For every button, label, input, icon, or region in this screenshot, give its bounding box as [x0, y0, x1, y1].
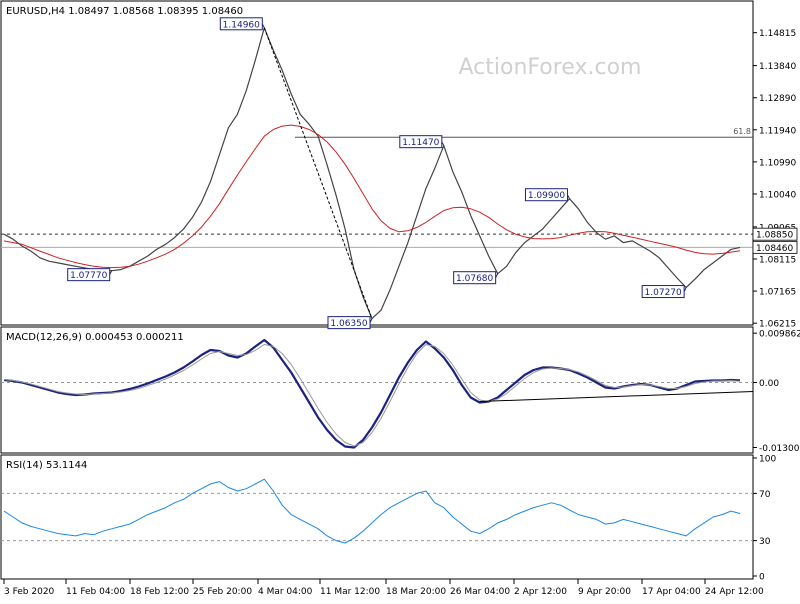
x-tick-label: 9 Apr 20:00 — [578, 587, 631, 597]
y-tick-label: 0 — [759, 573, 765, 583]
x-tick-label: 24 Apr 12:00 — [705, 587, 764, 597]
fib-level-label: 61.8 — [733, 127, 751, 136]
y-tick-label: 30 — [759, 537, 771, 547]
y-tick-label: 1.12890 — [759, 94, 796, 104]
macd-panel-title: MACD(12,26,9) 0.000453 0.000211 — [6, 332, 184, 343]
macd-panel-frame — [1, 327, 753, 453]
rsi-panel-title: RSI(14) 53.1144 — [6, 460, 87, 471]
y-tick-label: 0.009862 — [759, 330, 800, 340]
y-tick-label: 1.14815 — [759, 29, 796, 39]
price-level-label: 1.08460 — [756, 244, 793, 254]
swing-label: 1.07270 — [645, 288, 682, 298]
y-tick-label: 70 — [759, 490, 771, 500]
watermark: ActionForex.com — [459, 55, 642, 80]
swing-label: 1.07680 — [456, 274, 493, 284]
x-tick-label: 25 Feb 20:00 — [193, 587, 252, 597]
y-tick-label: 1.06215 — [759, 320, 796, 330]
x-tick-label: 17 Apr 04:00 — [642, 587, 701, 597]
axis-layer: 3 Feb 2020 11 Feb 04:00 18 Feb 12:00 25 Feb… — [4, 579, 764, 597]
x-tick-label: 4 Mar 04:00 — [258, 587, 313, 597]
x-tick-label: 18 Mar 20:00 — [386, 587, 446, 597]
x-tick-label: 11 Mar 12:00 — [320, 587, 380, 597]
y-tick-label: 1.10990 — [759, 158, 796, 168]
x-tick-label: 11 Feb 04:00 — [66, 587, 125, 597]
y-tick-label: 1.07165 — [759, 288, 796, 298]
y-tick-label: 1.10040 — [759, 190, 796, 200]
y-tick-label: 1.08115 — [759, 256, 796, 266]
y-tick-label: -0.013002 — [759, 444, 800, 454]
y-tick-label: 100 — [759, 455, 776, 465]
x-tick-label: 2 Apr 12:00 — [514, 587, 567, 597]
price-level-label: 1.08850 — [756, 231, 793, 241]
swing-label: 1.11470 — [402, 138, 439, 148]
x-tick-label: 18 Feb 12:00 — [130, 587, 189, 597]
y-tick-label: 0.00 — [759, 379, 779, 389]
x-tick-label: 3 Feb 2020 — [4, 587, 55, 597]
y-tick-label: 1.13840 — [759, 62, 796, 72]
price-panel-frame — [1, 1, 753, 325]
swing-label: 1.14960 — [223, 20, 260, 30]
swing-label: 1.07770 — [70, 271, 107, 281]
x-tick-label: 26 Mar 04:00 — [450, 587, 510, 597]
y-tick-label: 1.11940 — [759, 126, 796, 136]
swing-label: 1.09900 — [528, 191, 565, 201]
swing-label: 1.06350 — [330, 319, 367, 329]
price-panel-title: EURUSD,H4 1.08497 1.08568 1.08395 1.0846… — [6, 6, 243, 17]
rsi-panel-frame — [1, 455, 753, 579]
